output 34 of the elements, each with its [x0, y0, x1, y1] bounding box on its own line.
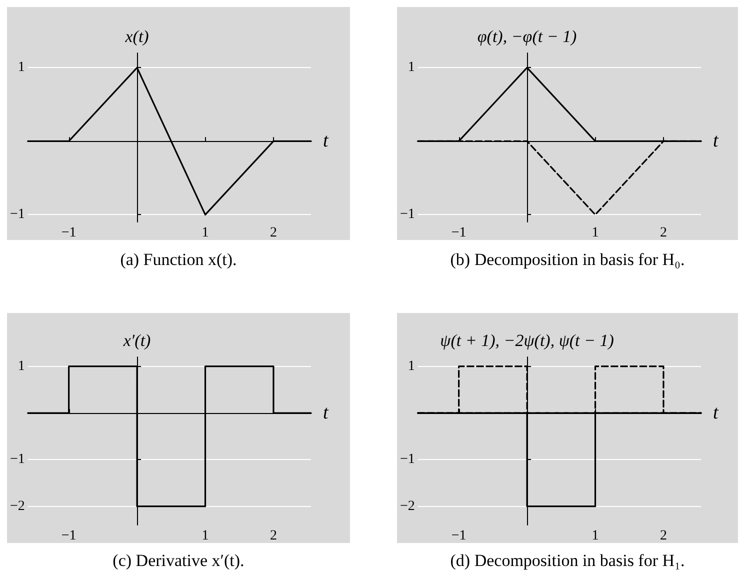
x-tick-label: 1 [592, 226, 599, 240]
text: (b) Decomposition in basis for H₀. [449, 250, 686, 270]
text: (d) Decomposition in basis for H₁. [449, 551, 686, 571]
y-axis-title: ψ(t + 1), −2ψ(t), ψ(t − 1) [440, 331, 614, 350]
y-axis-title: x′(t) [122, 331, 152, 350]
x-tick-label: −1 [61, 226, 76, 240]
x-axis-title: t [323, 130, 329, 152]
y-tick-label: 1 [18, 60, 25, 76]
x-tick-label: −1 [451, 528, 466, 544]
x-tick-label: 1 [592, 528, 599, 544]
x-tick-label: 2 [270, 226, 277, 240]
x-tick-label: 1 [202, 226, 209, 240]
y-tick-label: −1 [10, 207, 25, 222]
y-tick-label: −2 [10, 498, 25, 514]
x-tick-label: 1 [202, 528, 209, 544]
y-tick-label: −2 [400, 498, 415, 514]
x-tick-label: 2 [660, 528, 667, 544]
y-tick-label: −1 [10, 452, 25, 468]
text: (c) Derivative x′(t). [112, 551, 246, 571]
x-tick-label: 2 [270, 528, 277, 544]
y-tick-label: 1 [408, 358, 415, 374]
x-tick-label: −1 [451, 226, 466, 240]
x-axis-title: t [713, 402, 719, 424]
y-tick-label: −1 [400, 452, 415, 468]
y-tick-label: 1 [18, 358, 25, 374]
y-axis-title: x(t) [124, 27, 150, 46]
y-tick-label: −1 [400, 207, 415, 222]
x-axis-title: t [713, 130, 719, 152]
y-tick-label: 1 [408, 60, 415, 76]
text: (a) Function x(t). [119, 250, 238, 270]
x-axis-title: t [323, 402, 329, 424]
x-tick-label: −1 [61, 528, 76, 544]
x-tick-label: 2 [660, 226, 667, 240]
y-axis-title: φ(t), −φ(t − 1) [477, 27, 578, 46]
